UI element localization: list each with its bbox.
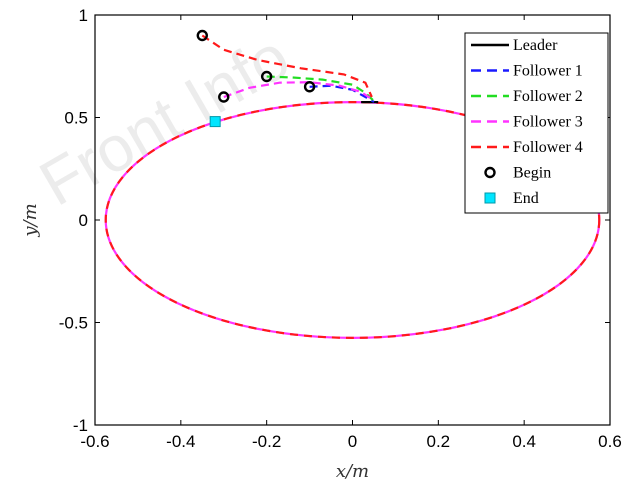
x-tick-label: 0	[348, 432, 357, 451]
legend: Leader Follower 1 Follower 2 Follower 3 Foll…	[464, 32, 609, 214]
begin-marker	[303, 81, 316, 93]
begin-marker	[260, 70, 273, 83]
end-marker	[209, 116, 221, 128]
legend-box	[464, 32, 609, 214]
legend-label: Follower 2	[513, 88, 583, 105]
y-axis-label: y/m	[20, 203, 41, 237]
x-tick-label: -0.4	[166, 432, 195, 451]
x-tick-label: 0.4	[512, 432, 536, 451]
y-tick-label: 1	[79, 6, 88, 25]
legend-label: Begin	[513, 165, 551, 182]
series-line-follower-4	[201, 34, 373, 98]
x-tick-label: -0.2	[252, 432, 281, 451]
x-tick-label: 0.2	[427, 432, 451, 451]
legend-swatch-begin	[484, 166, 496, 179]
legend-label: Follower 1	[513, 63, 583, 80]
legend-label: End	[513, 190, 539, 207]
x-tick-label: -0.6	[80, 432, 109, 451]
begin-marker	[218, 91, 230, 103]
y-tick-label: -1	[73, 416, 88, 435]
legend-label: Leader	[513, 37, 558, 54]
y-tick-label: -0.5	[59, 314, 88, 333]
legend-swatch-end	[484, 192, 496, 204]
axes-frame	[94, 14, 611, 426]
y-tick-label: 0	[79, 211, 88, 230]
legend-label: Follower 3	[513, 114, 583, 131]
begin-marker	[196, 29, 208, 42]
series-line-follower-2	[266, 75, 375, 102]
orbit-follower-4	[104, 101, 601, 339]
series-line-follower-3	[223, 81, 375, 102]
x-tick-label: 0.6	[598, 432, 622, 451]
y-tick-label: 0.5	[64, 109, 88, 128]
legend-label: Follower 4	[513, 139, 583, 156]
x-axis-label: x/m	[336, 461, 369, 482]
